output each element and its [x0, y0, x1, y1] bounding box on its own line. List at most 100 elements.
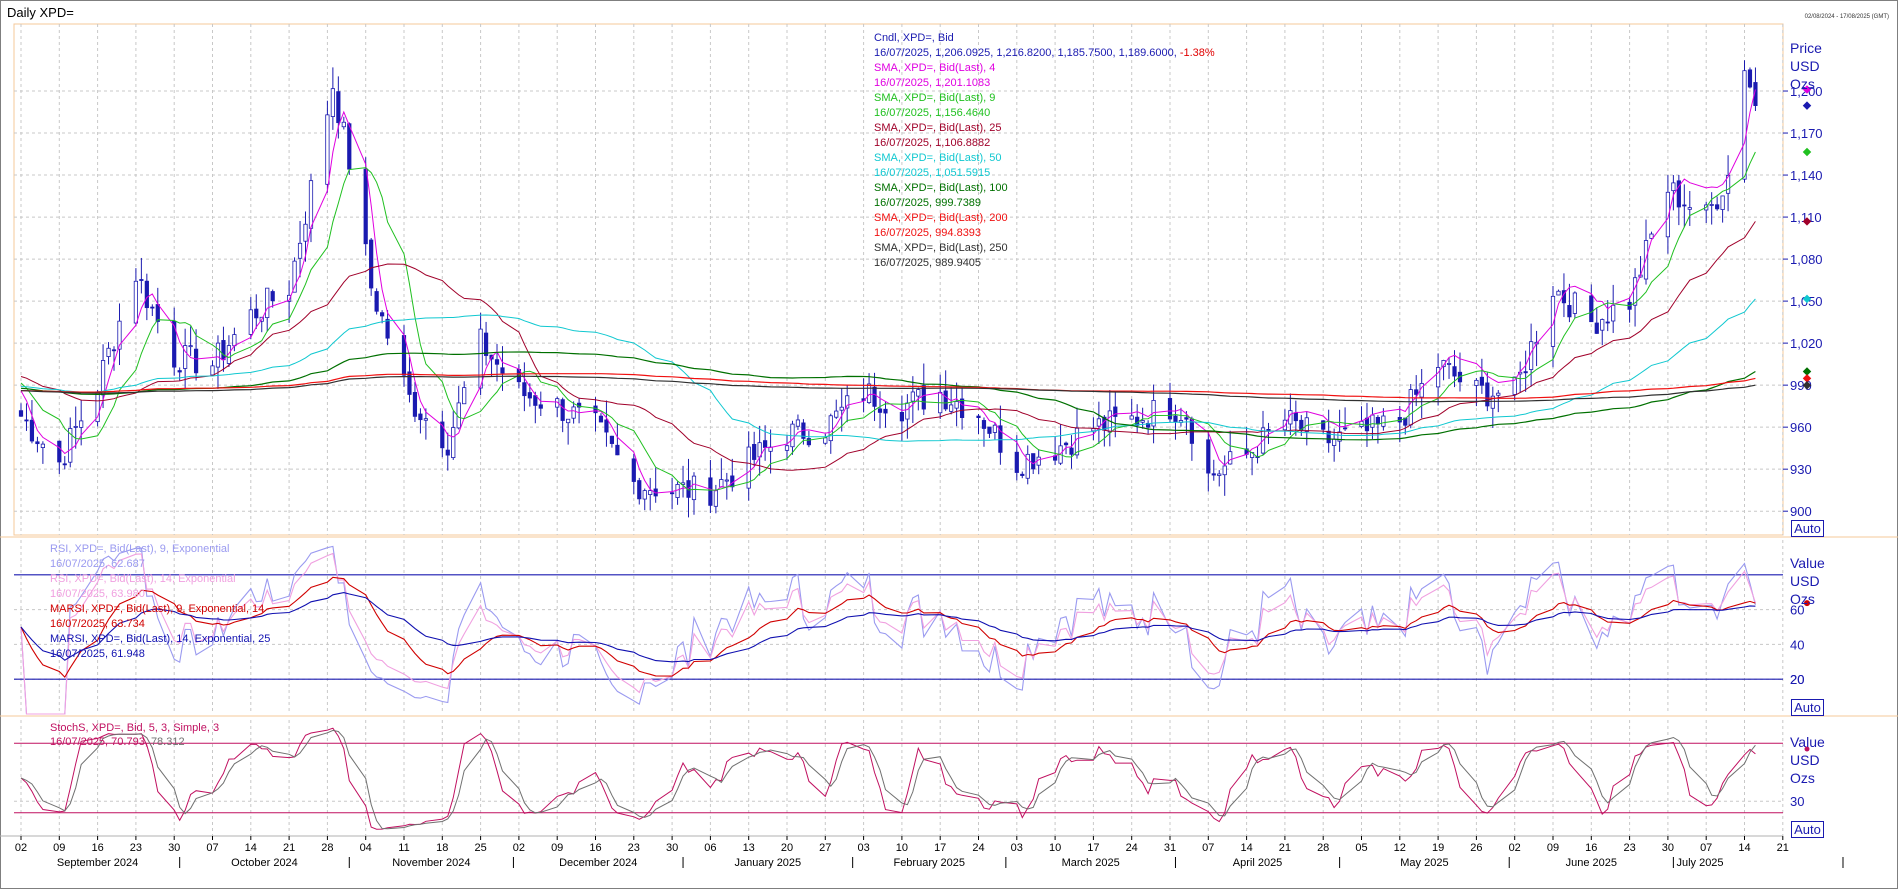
- y-tick-label: 1,140: [1790, 168, 1823, 183]
- candle: [1113, 406, 1118, 417]
- candle: [1370, 414, 1375, 428]
- candle: [1342, 427, 1348, 430]
- x-tick-label: 16: [1585, 842, 1597, 854]
- candle: [642, 490, 647, 500]
- candle: [483, 332, 489, 356]
- candle: [916, 389, 921, 397]
- rsi-marker: [1804, 600, 1810, 607]
- candle: [921, 385, 926, 410]
- price-legend-entry: 16/07/2025, 989.9405: [874, 257, 981, 269]
- candle: [746, 446, 751, 489]
- candle: [631, 458, 636, 482]
- sma-9-marker: [1802, 147, 1812, 157]
- y-tick-label: 1,080: [1790, 252, 1823, 267]
- x-tick-label: 10: [896, 842, 908, 854]
- candle: [215, 342, 221, 368]
- candle: [708, 477, 713, 506]
- candle: [784, 445, 790, 451]
- price-legend-entry: SMA, XPD=, Bid(Last), 9: [874, 92, 995, 104]
- candle: [248, 309, 253, 335]
- rsi-auto-button[interactable]: Auto: [1791, 699, 1824, 716]
- x-tick-label: 07: [1700, 842, 1712, 854]
- sma-250-line: [20, 375, 1756, 403]
- rsi-tick-label: 40: [1790, 637, 1804, 652]
- candle: [1414, 389, 1419, 395]
- candle: [1304, 417, 1309, 432]
- month-label: February 2025: [893, 857, 965, 869]
- x-tick-label: 17: [934, 842, 946, 854]
- candle: [369, 239, 374, 289]
- candle: [1184, 417, 1189, 420]
- candle: [959, 398, 965, 418]
- candle: [1715, 204, 1720, 210]
- candle: [407, 371, 412, 395]
- stoch-tick-label: 30: [1790, 794, 1804, 809]
- last-price-marker: [1802, 101, 1812, 110]
- candle: [1293, 412, 1298, 422]
- candle: [193, 348, 199, 374]
- candle: [949, 404, 954, 412]
- price-unit-label: USD: [1790, 58, 1820, 74]
- price-legend-entry: SMA, XPD=, Bid(Last), 100: [874, 182, 1008, 194]
- candle: [177, 370, 182, 373]
- price-legend-entry: 16/07/2025, 1,156.4640: [874, 107, 990, 119]
- candle: [1594, 322, 1599, 334]
- rsi-legend-entry: 16/07/2025, 62.687: [50, 558, 145, 570]
- candle: [719, 479, 724, 488]
- x-tick-label: 06: [704, 842, 716, 854]
- candle: [1572, 292, 1577, 314]
- candles: [18, 60, 1758, 518]
- candle: [1632, 277, 1638, 306]
- candle: [1167, 398, 1173, 420]
- candle: [254, 308, 259, 319]
- price-auto-button[interactable]: Auto: [1791, 520, 1824, 537]
- candle: [845, 395, 850, 409]
- x-tick-label: 03: [1011, 842, 1023, 854]
- x-tick-label: 31: [1164, 842, 1176, 854]
- candle: [380, 312, 385, 317]
- sma-9-line: [20, 151, 1756, 491]
- candle: [308, 180, 314, 229]
- price-legend-entry: Cndl, XPD=, Bid: [874, 32, 954, 44]
- candle: [1479, 376, 1484, 386]
- month-label: October 2024: [231, 857, 298, 869]
- x-tick-label: 09: [1547, 842, 1559, 854]
- price-legend-entry: SMA, XPD=, Bid(Last), 50: [874, 152, 1001, 164]
- price-legend-entry: 16/07/2025, 999.7389: [874, 197, 981, 209]
- candle: [100, 360, 106, 396]
- rsi-tick-label: 20: [1790, 672, 1804, 687]
- candle: [265, 287, 270, 319]
- candle: [571, 406, 576, 419]
- candle: [1747, 69, 1753, 88]
- candle: [905, 402, 910, 420]
- stoch-d-line: [20, 729, 1756, 830]
- stoch-auto-button[interactable]: Auto: [1791, 821, 1824, 838]
- price-panel-frame: [13, 23, 1784, 536]
- x-tick-label: 14: [1738, 842, 1750, 854]
- month-label: November 2024: [392, 857, 470, 869]
- stoch-marker: [1804, 746, 1810, 752]
- x-tick-label: 21: [1279, 842, 1291, 854]
- candle: [637, 480, 642, 500]
- candle: [593, 405, 598, 414]
- candle: [823, 437, 828, 444]
- candle: [1408, 389, 1413, 426]
- candle: [494, 359, 500, 365]
- x-tick-label: 28: [1317, 842, 1329, 854]
- sma-50-marker: [1802, 294, 1812, 304]
- x-tick-label: 23: [130, 842, 142, 854]
- chart-title: Daily XPD=: [7, 5, 74, 20]
- price-legend-entry: SMA, XPD=, Bid(Last), 200: [874, 212, 1008, 224]
- candle: [144, 280, 149, 309]
- candle: [1725, 175, 1731, 194]
- x-tick-label: 26: [1470, 842, 1482, 854]
- candle: [1490, 395, 1495, 409]
- rsi-unit-label: Value: [1790, 555, 1825, 571]
- x-tick-label: 05: [1355, 842, 1367, 854]
- marsi-14-line: [20, 592, 1756, 663]
- price-legend-entry: 16/07/2025, 1,201.1083: [874, 77, 990, 89]
- candle: [1222, 465, 1227, 476]
- rsi-legend-entry: 16/07/2025, 61.948: [50, 648, 145, 660]
